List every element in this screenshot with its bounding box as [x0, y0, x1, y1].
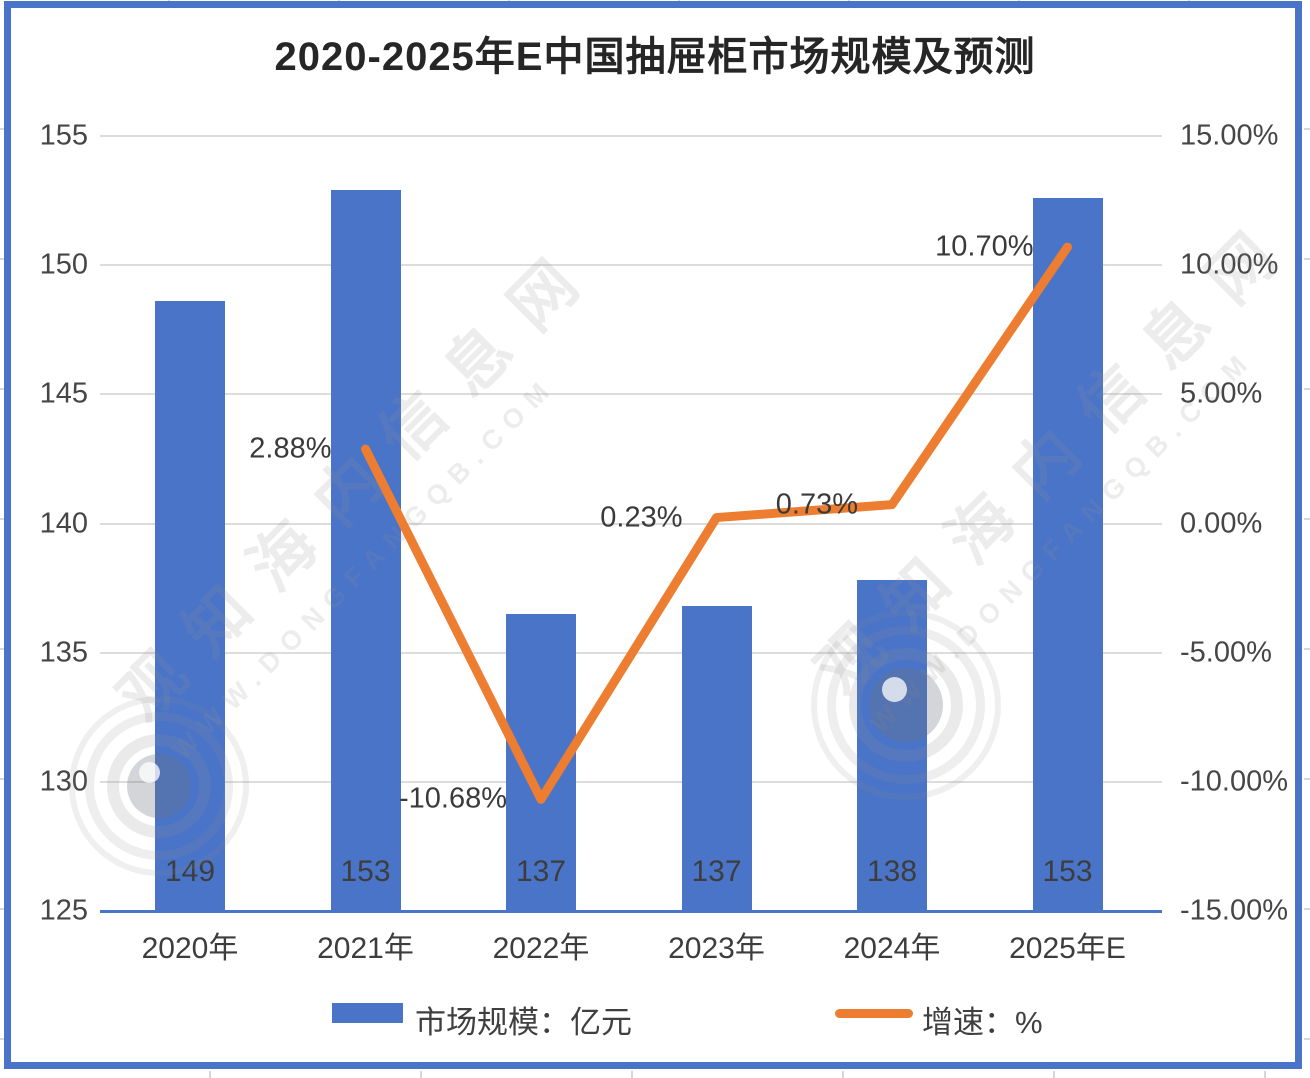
left-axis-tick: 125: [39, 894, 88, 927]
right-axis-tick: -15.00%: [1180, 894, 1289, 927]
right-axis-tick: 0.00%: [1180, 507, 1263, 539]
bar-value-label: 153: [340, 855, 391, 888]
left-axis-tick: 150: [39, 248, 88, 281]
gridline: [100, 393, 1162, 396]
x-axis-label: 2021年: [317, 932, 414, 965]
bar-value-label: 137: [691, 855, 742, 888]
gridline: [100, 264, 1162, 267]
market-size-bar: [155, 301, 225, 911]
chart-title: 2020-2025年E中国抽屉柜市场规模及预测: [274, 35, 1036, 79]
bar-value-label: 153: [1042, 855, 1093, 888]
bar-value-label: 138: [866, 855, 918, 888]
left-axis-tick: 145: [39, 377, 88, 410]
growth-value-label: -10.68%: [398, 782, 507, 815]
gridline: [100, 780, 1162, 783]
growth-polyline: [361, 242, 1072, 804]
right-axis-tick: 15.00%: [1180, 119, 1279, 152]
x-axis-line: [100, 910, 1162, 913]
right-axis-tick: -5.00%: [1180, 636, 1272, 669]
left-axis-tick: 135: [39, 636, 88, 669]
left-axis-tick: 130: [39, 765, 88, 798]
market-size-bar: [330, 190, 401, 911]
bar-value-label: 137: [515, 855, 567, 888]
x-axis-label: 2024年: [843, 932, 941, 965]
gridline: [100, 135, 1162, 137]
growth-value-label: 0.23%: [600, 501, 683, 534]
growth-value-label: 0.73%: [775, 488, 858, 521]
bar-value-label: 149: [164, 855, 216, 888]
x-axis-label: 2023年: [668, 932, 765, 965]
market-size-bar: [1032, 198, 1103, 911]
left-axis-tick: 155: [39, 119, 88, 152]
right-axis-tick: -10.00%: [1180, 765, 1289, 798]
x-axis-label: 2022年: [492, 932, 590, 965]
x-axis-label: 2020年: [141, 932, 239, 965]
market-size-bar: [857, 580, 927, 911]
right-axis-tick: 5.00%: [1180, 377, 1263, 410]
growth-value-label: 10.70%: [935, 230, 1034, 263]
legend-line-label: 增速：%: [922, 1005, 1043, 1040]
gridline: [100, 522, 1162, 525]
legend-line-swatch: [835, 1009, 913, 1018]
x-axis-label: 2025年E: [1009, 932, 1126, 965]
legend-bar-label: 市场规模：亿元: [415, 1005, 632, 1040]
left-axis-tick: 140: [39, 507, 88, 539]
market-size-bar: [681, 606, 752, 911]
legend-bar-swatch: [332, 1003, 403, 1023]
right-axis-tick: 10.00%: [1180, 248, 1279, 281]
growth-value-label: 2.88%: [249, 432, 332, 465]
